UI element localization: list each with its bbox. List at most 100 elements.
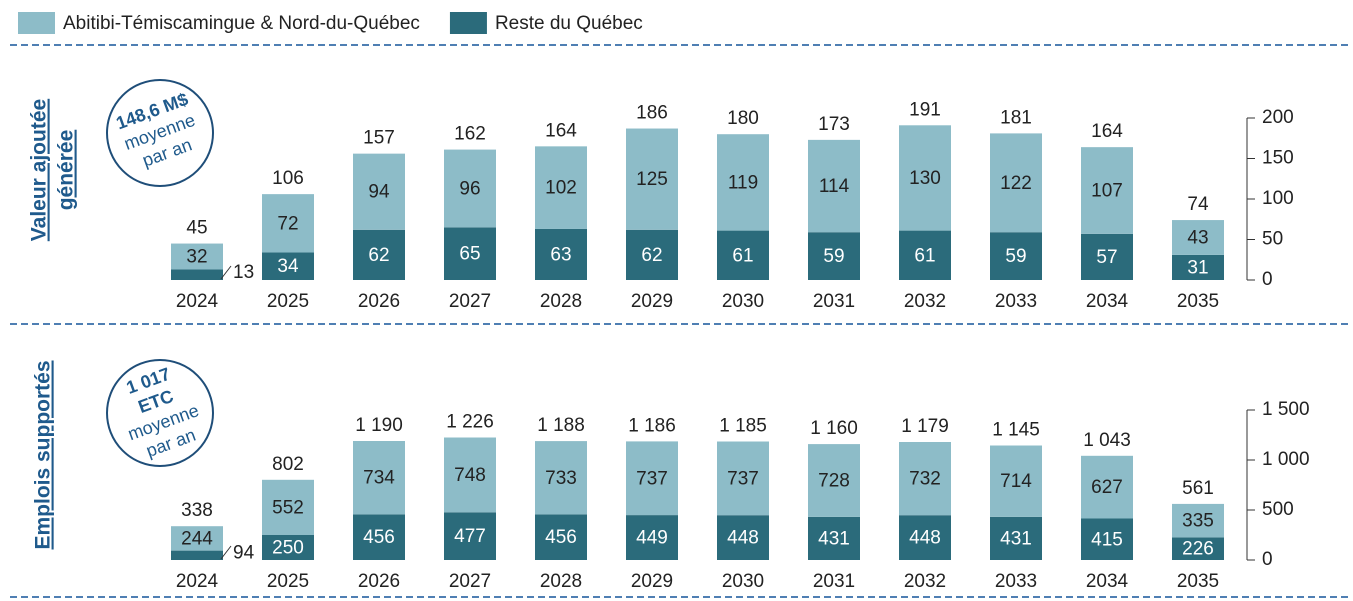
bar-segment xyxy=(444,437,496,513)
x-tick-label: 2032 xyxy=(904,291,946,312)
total-label: 162 xyxy=(454,124,486,145)
bar-segment xyxy=(535,228,587,280)
bar-segment xyxy=(808,139,860,233)
bar-segment xyxy=(171,243,223,270)
x-tick-label: 2025 xyxy=(267,571,309,592)
total-label: 157 xyxy=(363,128,395,149)
total-label: 191 xyxy=(909,99,941,120)
x-tick-label: 2032 xyxy=(904,571,946,592)
segment-label: 31 xyxy=(1187,257,1208,278)
segment-label: 244 xyxy=(181,528,213,549)
y-tick-label: 1 500 xyxy=(1262,399,1310,420)
segment-label: 130 xyxy=(909,168,941,189)
bar-segment xyxy=(990,516,1042,560)
segment-label: 226 xyxy=(1182,539,1214,560)
bar-segment xyxy=(444,227,496,280)
bar-segment xyxy=(262,194,314,253)
bar-segment xyxy=(717,441,769,516)
bar-segment xyxy=(535,514,587,560)
total-label: 106 xyxy=(272,168,304,189)
x-tick-label: 2024 xyxy=(176,571,219,592)
bar-segment xyxy=(626,229,678,280)
x-tick-label: 2029 xyxy=(631,571,673,592)
bar-segment xyxy=(535,441,587,515)
total-label: 1 043 xyxy=(1083,430,1131,451)
segment-label: 62 xyxy=(368,245,389,266)
total-label: 1 145 xyxy=(992,420,1040,441)
segment-label: 125 xyxy=(636,169,668,190)
side-label: Emplois supportés xyxy=(32,360,55,549)
segment-label: 102 xyxy=(545,178,577,199)
segment-label: 734 xyxy=(363,468,395,489)
x-tick-label: 2024 xyxy=(176,291,219,312)
segment-label: 733 xyxy=(545,468,577,489)
bar-segment xyxy=(1081,518,1133,560)
segment-label: 335 xyxy=(1182,511,1214,532)
bar-segment xyxy=(899,442,951,516)
total-label: 186 xyxy=(636,103,668,124)
legend-swatch xyxy=(449,12,487,34)
segment-label: 122 xyxy=(1000,173,1032,194)
y-tick-label: 200 xyxy=(1262,107,1294,128)
bar-segment xyxy=(1172,537,1224,560)
x-tick-label: 2029 xyxy=(631,291,673,312)
segment-label: 456 xyxy=(545,527,577,548)
x-tick-label: 2030 xyxy=(722,571,764,592)
x-tick-label: 2030 xyxy=(722,291,764,312)
x-tick-label: 2035 xyxy=(1177,571,1219,592)
segment-label: 57 xyxy=(1096,247,1117,268)
segment-label: 737 xyxy=(636,468,668,489)
total-label: 1 186 xyxy=(628,415,676,436)
bar-segment xyxy=(1081,147,1133,234)
total-label: 561 xyxy=(1182,478,1214,499)
x-tick-label: 2031 xyxy=(813,571,855,592)
segment-label: 448 xyxy=(727,528,759,549)
segment-label: 448 xyxy=(909,528,941,549)
total-label: 164 xyxy=(1091,121,1123,142)
y-tick-label: 100 xyxy=(1262,188,1294,209)
bar-segment xyxy=(899,125,951,231)
x-tick-label: 2031 xyxy=(813,291,855,312)
x-tick-label: 2028 xyxy=(540,571,582,592)
total-label: 1 179 xyxy=(901,416,949,437)
segment-label: 449 xyxy=(636,528,668,549)
segment-label: 13 xyxy=(233,262,254,283)
segment-label: 59 xyxy=(823,246,844,267)
total-label: 1 188 xyxy=(537,415,585,436)
x-tick-label: 2025 xyxy=(267,291,309,312)
total-label: 1 160 xyxy=(810,418,858,439)
segment-label: 94 xyxy=(233,542,255,563)
label-leader xyxy=(220,545,232,560)
y-tick-label: 500 xyxy=(1262,499,1294,520)
total-label: 74 xyxy=(1187,194,1209,215)
x-tick-label: 2035 xyxy=(1177,291,1219,312)
y-tick-label: 0 xyxy=(1262,269,1273,290)
bar-segment xyxy=(899,230,951,280)
segment-label: 552 xyxy=(272,497,304,518)
bar-segment xyxy=(353,229,405,280)
side-label: générée xyxy=(55,130,78,211)
bar-segment xyxy=(717,134,769,231)
segment-label: 61 xyxy=(732,245,753,266)
bar-segment xyxy=(717,515,769,560)
segment-label: 59 xyxy=(1005,246,1026,267)
bar-segment xyxy=(1172,220,1224,255)
segment-label: 62 xyxy=(641,245,662,266)
segment-label: 627 xyxy=(1091,477,1123,498)
bar-segment xyxy=(808,516,860,560)
total-label: 180 xyxy=(727,108,759,129)
side-label: Valeur ajoutée xyxy=(28,99,51,241)
segment-label: 96 xyxy=(459,178,480,199)
segment-label: 737 xyxy=(727,468,759,489)
segment-label: 119 xyxy=(728,172,758,193)
annotation-circle xyxy=(106,359,214,467)
x-tick-label: 2028 xyxy=(540,291,582,312)
x-tick-label: 2034 xyxy=(1086,571,1129,592)
x-tick-label: 2027 xyxy=(449,291,491,312)
segment-label: 107 xyxy=(1091,181,1123,202)
bar-segment xyxy=(626,128,678,230)
total-label: 45 xyxy=(186,218,207,239)
segment-label: 65 xyxy=(459,244,480,265)
total-label: 338 xyxy=(181,500,213,521)
